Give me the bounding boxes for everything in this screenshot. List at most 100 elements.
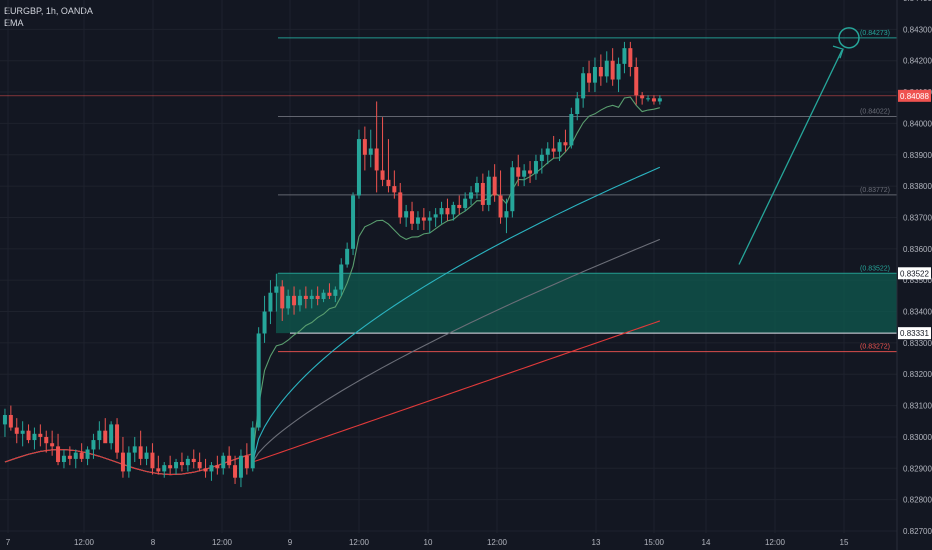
candle-body [256,333,261,428]
candle-body [368,148,373,155]
candle-body [227,455,232,466]
candle-body [563,142,568,146]
arrow-head [832,45,844,59]
candle-body [321,292,326,299]
price-tick-label: 0.84200 [903,57,932,66]
time-tick-label: 10 [424,538,433,547]
candle-body [185,458,190,466]
candle-body [575,98,580,115]
candle-body [457,204,462,209]
candle-body [439,208,444,215]
candle-body [610,60,615,80]
candle-body [162,465,167,472]
price-tag-value: 0.83522 [900,269,929,278]
candle-body [61,455,66,463]
price-tick-label: 0.83600 [903,245,932,254]
candle-body [351,195,356,249]
price-tick-label: 0.83500 [903,276,932,285]
time-tick-label: 12:00 [212,538,233,547]
ema-line-ema_long [4,320,661,476]
candle-body [516,167,521,177]
candle-body [8,414,13,428]
candle-body [651,98,656,102]
candle-body [126,452,131,472]
time-tick-label: 12:00 [487,538,508,547]
price-tag [898,327,931,340]
candle-body [233,465,238,478]
candle-body [333,289,338,296]
candle-body [286,295,291,309]
candle-body [150,452,155,469]
candle-body [634,66,639,96]
candle-body [474,182,479,193]
candle-body [156,468,161,472]
price-tag-value: 0.83331 [900,329,929,338]
current-price-value: 0.84088 [900,92,929,101]
candle-body [581,73,586,99]
candle-body [250,427,255,469]
candle-body [622,48,627,64]
candle-body [20,430,25,434]
candle-body [244,455,249,469]
candle-body [32,433,37,441]
candle-body [197,462,202,469]
price-tick-label: 0.84300 [903,25,932,34]
candle-body [191,458,196,463]
candle-body [203,468,208,472]
candle-body [174,462,179,469]
candle-body [274,286,279,293]
candle-body [522,170,527,177]
candle-body [315,295,320,299]
price-tick-label: 0.83100 [903,402,932,411]
candle-body [410,211,415,224]
candle-body [132,446,137,453]
candle-body [144,452,149,459]
candle-body [533,161,538,174]
candle-body [404,211,409,218]
candle-body [262,311,267,334]
candle-body [179,462,184,466]
candle-body [480,182,485,205]
candle-body [85,449,90,459]
candle-body [67,455,72,459]
candle-body [545,148,550,155]
candle-body [44,436,49,444]
candle-body [445,208,450,215]
candle-body [91,440,96,450]
time-tick-label: 15:00 [644,538,665,547]
candle-body [528,170,533,174]
candle-body [539,154,544,162]
time-tick-label: 14 [702,538,711,547]
candle-body [463,198,468,209]
candle-body [73,452,78,459]
price-tick-label: 0.83700 [903,213,932,222]
candle-body [628,48,633,67]
candle-body [303,295,308,299]
candle-body [374,148,379,171]
candle-body [657,98,662,102]
candle-body [79,452,84,459]
candle-body [209,465,214,472]
candle-body [356,139,361,196]
price-tick-label: 0.84000 [903,119,932,128]
candle-body [557,142,562,152]
candle-body [392,186,397,193]
price-tick-label: 0.83200 [903,370,932,379]
candle-body [238,455,243,478]
candle-body [215,465,220,469]
price-tick-label: 0.83000 [903,433,932,442]
candle-body [433,214,438,218]
demand-zone [276,273,897,334]
candle-body [109,424,114,444]
level-label: (0.84273) [860,30,890,37]
candle-body [56,446,61,463]
time-tick-label: 8 [151,538,156,547]
candle-body [168,465,173,469]
candle-body [510,167,515,212]
price-tick-label: 0.83900 [903,151,932,160]
candle-body [504,211,509,218]
candle-body [551,148,556,152]
candle-body [97,430,102,441]
candle-body [339,264,344,290]
